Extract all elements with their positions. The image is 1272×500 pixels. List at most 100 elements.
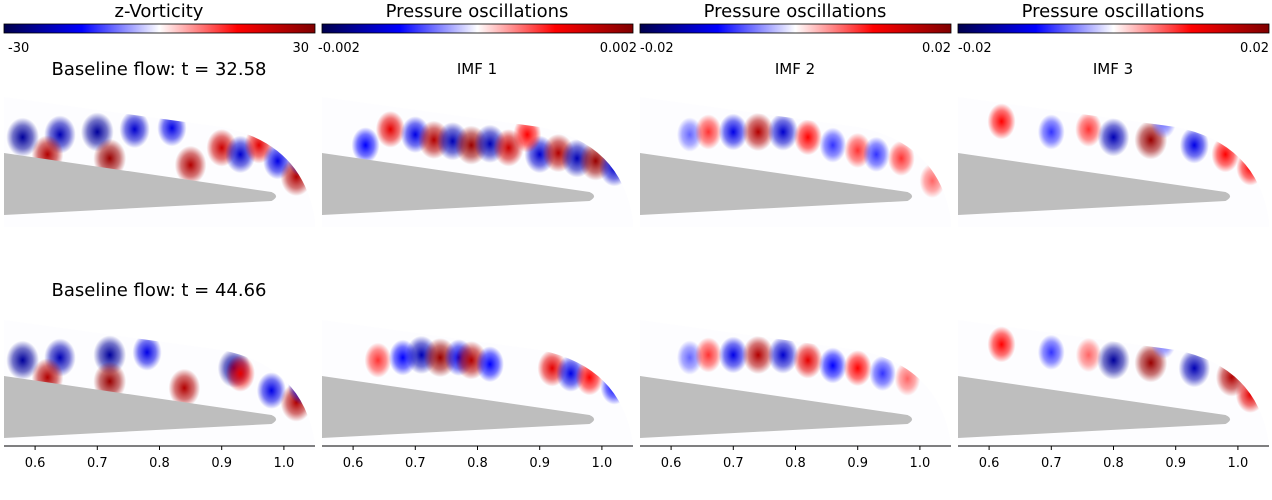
vorticity-structure — [742, 112, 774, 152]
airfoil-surface — [4, 376, 277, 438]
vorticity-structure — [6, 340, 40, 380]
x-axis: 0.6 0.7 0.8 0.9 1.0 — [4, 445, 315, 471]
vorticity-structure — [1097, 340, 1130, 380]
heatmap-panel — [640, 320, 951, 450]
vorticity-structure — [157, 109, 187, 147]
x-axis: 0.6 0.7 0.8 0.9 1.0 — [958, 445, 1269, 471]
heatmap-panel — [640, 97, 951, 227]
heatmap-panel — [322, 97, 633, 227]
panel-subtitle: IMF 3 — [1093, 60, 1133, 78]
vorticity-structure — [1075, 337, 1102, 373]
column-header-0: z-Vorticity -30 30 — [3, 1, 316, 56]
x-tick-label: 0.7 — [405, 456, 426, 471]
column-header-1: Pressure oscillations -0.002 0.002 IMF 1 — [318, 1, 637, 78]
vorticity-structure — [575, 359, 604, 396]
x-axis: 0.6 0.7 0.8 0.9 1.0 — [322, 445, 633, 471]
column-header-3: Pressure oscillations -0.02 0.02 IMF 3 — [957, 1, 1270, 78]
vorticity-structure — [1178, 348, 1211, 388]
vorticity-structure — [767, 336, 799, 374]
vorticity-structure — [862, 136, 890, 172]
colorbar-max-label: 0.002 — [600, 41, 637, 56]
x-tick-label: 0.6 — [979, 456, 1000, 471]
vorticity-structure — [919, 163, 946, 198]
colorbar-min-label: -0.02 — [958, 41, 992, 56]
vorticity-structure — [256, 372, 287, 409]
vorticity-structure — [225, 355, 255, 392]
vorticity-structure — [168, 368, 201, 408]
vorticity-structure — [767, 113, 799, 151]
x-tick-label: 0.8 — [467, 456, 488, 471]
column-title: Pressure oscillations — [704, 1, 887, 22]
vorticity-structure — [894, 361, 921, 396]
colorbar — [3, 23, 316, 34]
colorbar-min-label: -30 — [8, 41, 29, 56]
airfoil-surface — [4, 153, 277, 215]
x-tick-label: 1.0 — [910, 456, 931, 471]
panel-subtitle: IMF 2 — [775, 60, 815, 78]
colorbar-max-label: 30 — [292, 41, 309, 56]
x-tick-label: 0.7 — [87, 456, 108, 471]
airfoil-surface — [640, 153, 913, 215]
vorticity-structure — [375, 110, 406, 148]
column-title: Pressure oscillations — [386, 1, 569, 22]
x-tick-label: 1.0 — [274, 456, 295, 471]
colorbar-min-label: -0.02 — [640, 41, 674, 56]
vorticity-structure — [119, 110, 150, 149]
x-tick-label: 1.0 — [1228, 456, 1249, 471]
vorticity-structure — [742, 335, 774, 375]
vorticity-structure — [793, 341, 823, 379]
x-tick-label: 0.9 — [529, 456, 550, 471]
vorticity-structure — [818, 347, 847, 384]
vorticity-structure — [599, 148, 630, 187]
x-axes: 0.6 0.7 0.8 0.9 1.0 0.6 0.7 0.8 0.9 1.0 0.6 0.7 0.8 0… — [4, 445, 1269, 471]
colorbar — [639, 23, 952, 34]
column-title: Pressure oscillations — [1022, 1, 1205, 22]
column-header-2: Pressure oscillations -0.02 0.02 IMF 2 — [639, 1, 952, 78]
vorticity-structure — [819, 127, 847, 163]
vorticity-structure — [1037, 114, 1065, 150]
vorticity-structure — [287, 139, 315, 178]
vorticity-structure — [987, 103, 1016, 140]
vorticity-structure — [1211, 136, 1240, 173]
vorticity-structure — [174, 145, 207, 185]
vorticity-structure — [132, 333, 162, 371]
vorticity-structure — [475, 346, 504, 383]
vorticity-structure — [793, 119, 822, 156]
vorticity-structure — [351, 127, 380, 164]
vorticity-structure — [843, 350, 872, 387]
vorticity-structure — [600, 368, 629, 405]
heatmap-panel — [322, 320, 633, 450]
x-tick-label: 0.8 — [149, 456, 170, 471]
vorticity-structure — [1179, 126, 1209, 164]
x-tick-label: 0.9 — [211, 456, 232, 471]
vorticity-structure — [287, 368, 315, 406]
vorticity-structure — [1037, 334, 1065, 370]
panel-grid — [4, 97, 1269, 450]
airfoil-surface — [640, 376, 913, 438]
x-tick-label: 0.7 — [1041, 456, 1062, 471]
colorbar-max-label: 0.02 — [1240, 41, 1269, 56]
vorticity-structure — [869, 355, 896, 392]
airfoil-surface — [958, 153, 1231, 215]
x-tick-label: 0.6 — [661, 456, 682, 471]
airfoil-surface — [958, 376, 1231, 438]
colorbar — [957, 23, 1270, 34]
vorticity-structure — [1235, 376, 1265, 413]
colorbar-max-label: 0.02 — [922, 41, 951, 56]
heatmap-panel — [4, 97, 315, 227]
heatmap-panel — [4, 320, 315, 450]
vorticity-structure — [987, 326, 1016, 363]
row-label: Baseline flow: t = 32.58 — [51, 59, 266, 80]
vorticity-structure — [280, 157, 313, 197]
x-axis: 0.6 0.7 0.8 0.9 1.0 — [640, 445, 951, 471]
vorticity-structure — [1150, 324, 1177, 359]
vorticity-structure — [364, 342, 392, 378]
column-title: z-Vorticity — [115, 1, 204, 22]
x-tick-label: 0.6 — [25, 456, 46, 471]
vorticity-structure — [1150, 104, 1177, 139]
x-tick-label: 1.0 — [592, 456, 613, 471]
x-tick-label: 0.8 — [1103, 456, 1124, 471]
airfoil-surface — [322, 376, 595, 438]
vorticity-structure — [513, 116, 542, 153]
